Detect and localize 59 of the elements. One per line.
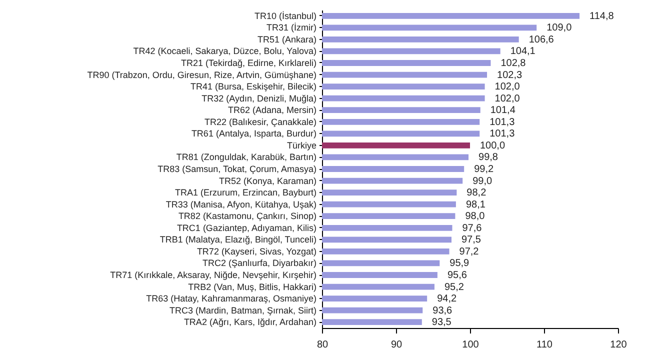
y-tick-label: Türkiye	[286, 140, 316, 150]
y-tick-label: TRC2 (Şanlıurfa, Diyarbakır)	[202, 258, 316, 268]
y-tick-label: TR31 (İzmir)	[266, 22, 316, 33]
data-label: 99,0	[472, 176, 492, 187]
data-label: 100,0	[480, 140, 506, 152]
data-label: 94,2	[437, 294, 457, 305]
y-tick-label: TRB2 (Van, Muş, Bitlis, Hakkari)	[188, 282, 316, 292]
data-label: 99,2	[474, 164, 494, 175]
data-label: 95,2	[444, 282, 464, 293]
data-label: 98,1	[466, 199, 486, 210]
y-tick-label: TR61 (Antalya, Isparta, Burdur)	[191, 128, 316, 139]
y-tick-label: TR90 (Trabzon, Ordu, Giresun, Rize, Artvin, Gümüşhane)	[87, 70, 316, 80]
y-tick-label: TR51 (Ankara)	[257, 34, 316, 44]
data-label: 97,5	[462, 234, 482, 246]
y-tick-label: TR10 (İstanbul)	[254, 10, 316, 21]
data-label: 109,0	[546, 22, 572, 34]
data-label: 93,5	[432, 317, 452, 328]
data-label: 102,8	[500, 58, 526, 69]
y-tick-label: TR72 (Kayseri, Sivas, Yozgat)	[196, 246, 316, 256]
x-tick-label: 100	[462, 340, 480, 350]
y-tick-label: TR21 (Tekirdağ, Edirne, Kırklareli)	[180, 58, 316, 68]
data-label: 114,8	[590, 10, 614, 22]
y-tick-label: TR33 (Manisa, Afyon, Kütahya, Uşak)	[166, 199, 316, 210]
y-tick-label: TR83 (Samsun, Tokat, Çorum, Amasya)	[158, 164, 316, 174]
x-tick-label: 120	[610, 340, 628, 350]
y-tick-label: TRA1 (Erzurum, Erzincan, Bayburt)	[174, 188, 316, 198]
data-label: 106,6	[528, 34, 554, 46]
data-label: 93,6	[432, 305, 453, 316]
data-label: 101,4	[490, 105, 516, 116]
y-tick-label: TR81 (Zonguldak, Karabük, Bartın)	[176, 152, 316, 162]
y-tick-label: TR32 (Aydın, Denizli, Muğla)	[202, 93, 316, 104]
y-tick-label: TR41 (Bursa, Eskişehir, Bilecik)	[190, 82, 316, 92]
data-label: 99,8	[478, 152, 498, 164]
y-tick-label: TR52 (Konya, Karaman)	[218, 176, 316, 186]
data-label: 101,3	[490, 128, 516, 140]
y-tick-label: TR82 (Kastamonu, Çankırı, Sinop)	[178, 211, 316, 222]
x-tick-label: 80	[316, 340, 328, 350]
y-tick-label: TRA2 (Ağrı, Kars, Iğdır, Ardahan)	[184, 317, 316, 328]
x-tick-label: 110	[536, 340, 553, 350]
data-label: 97,2	[459, 246, 480, 258]
data-label: 102,0	[494, 82, 520, 93]
data-label: 95,9	[450, 258, 470, 270]
data-label: 98,2	[466, 188, 487, 199]
y-tick-label: TR62 (Adana, Mersin)	[228, 105, 316, 116]
y-tick-label: TRC1 (Gaziantep, Adıyaman, Kilis)	[176, 222, 316, 233]
y-tick-label: TR42 (Kocaeli, Sakarya, Düzce, Bolu, Yalova)	[133, 46, 316, 56]
data-label: 98,0	[465, 211, 486, 222]
y-tick-label: TR63 (Hatay, Kahramanmaraş, Osmaniye)	[146, 294, 316, 304]
y-tick-label: TR71 (Kırıkkale, Aksaray, Niğde, Nevşehir, Kırşehir)	[110, 270, 316, 280]
x-tick-label: 90	[390, 340, 402, 350]
y-tick-label: TRB1 (Malatya, Elazığ, Bingöl, Tunceli)	[160, 234, 316, 245]
y-tick-label: TRC3 (Mardin, Batman, Şırnak, Siirt)	[169, 305, 316, 316]
data-label: 95,6	[447, 270, 468, 281]
data-label: 102,0	[494, 93, 520, 104]
data-label: 104,1	[510, 46, 536, 58]
y-tick-label: TR22 (Balıkesir, Çanakkale)	[204, 116, 316, 127]
data-label: 101,3	[490, 116, 516, 128]
data-label: 102,3	[497, 70, 522, 81]
data-label: 97,6	[462, 222, 482, 234]
